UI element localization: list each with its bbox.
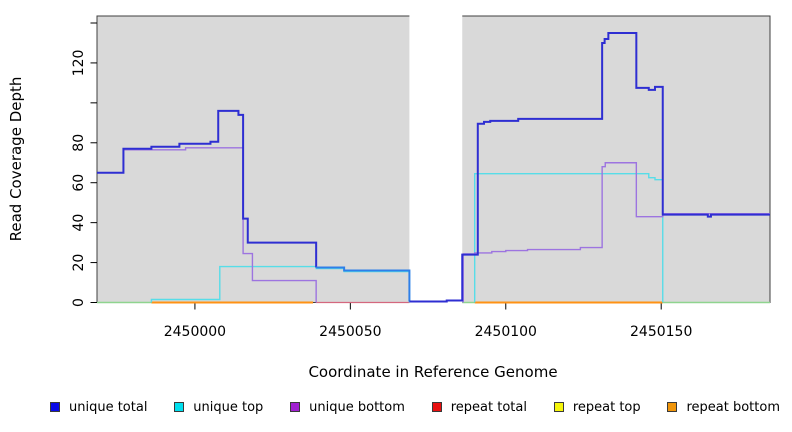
legend-label-unique-total: unique total — [69, 399, 148, 415]
legend-item-unique-bottom: unique bottom — [290, 400, 405, 415]
legend-label-unique-bottom: unique bottom — [309, 399, 405, 415]
legend: unique total unique top unique bottom repea… — [50, 396, 780, 418]
y-axis-tick-label: 120 — [71, 50, 87, 77]
x-axis-title: Coordinate in Reference Genome — [308, 363, 557, 381]
x-axis-tick-label: 2450100 — [475, 324, 537, 340]
y-axis-tick-label: 80 — [71, 134, 87, 152]
plot-canvas: 0 20 40 60 80 120 2450000 2450050 2450100 2450150… — [7, 14, 771, 381]
legend-swatch-repeat-total — [431, 402, 442, 412]
legend-swatch-unique-top — [174, 402, 185, 412]
series-line-unique-bottom — [462, 162, 770, 303]
legend-label-repeat-total: repeat total — [450, 399, 527, 415]
y-axis-tick-label: 40 — [71, 214, 87, 232]
series-line-unique-total — [316, 266, 411, 302]
legend-swatch-repeat-top — [553, 402, 564, 412]
series-line-unique-total — [97, 109, 318, 268]
legend-label-repeat-bottom: repeat bottom — [686, 399, 780, 415]
series-line-unique-top — [473, 173, 664, 303]
y-axis-tick-label: 0 — [71, 298, 87, 307]
y-axis-title: Read Coverage Depth — [7, 77, 25, 242]
legend-item-repeat-top: repeat top — [553, 399, 641, 415]
x-axis-tick-label: 2450000 — [164, 324, 226, 340]
legend-swatch-repeat-bottom — [667, 402, 678, 412]
x-axis-tick-label: 2450150 — [630, 324, 692, 340]
legend-item-unique-total: unique total — [50, 400, 147, 415]
legend-item-repeat-total: repeat total — [431, 399, 527, 415]
legend-label-repeat-top: repeat top — [572, 399, 641, 415]
legend-swatch-unique-bottom — [290, 402, 301, 412]
series-line-unique-total — [409, 31, 770, 303]
legend-label-unique-top: unique top — [193, 399, 264, 415]
y-axis-tick-label: 60 — [71, 174, 87, 192]
y-axis-tick-label: 20 — [71, 254, 87, 272]
x-axis-tick-label: 2450050 — [319, 324, 381, 340]
no-data-gap — [409, 14, 463, 305]
legend-swatch-unique-total — [50, 402, 60, 412]
legend-item-repeat-bottom: repeat bottom — [667, 400, 780, 415]
legend-item-unique-top: unique top — [174, 400, 263, 415]
